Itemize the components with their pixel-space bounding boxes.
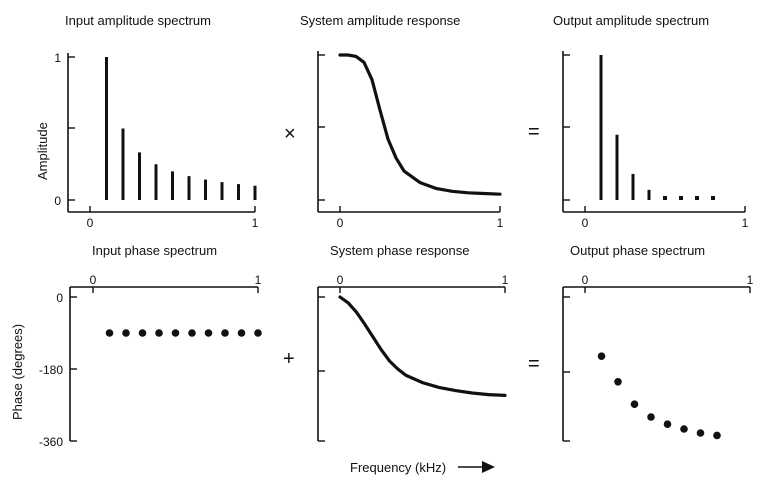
x-tick-label: 0 bbox=[582, 216, 589, 230]
x-tick-label: 0 bbox=[90, 273, 97, 287]
title-output-phase: Output phase spectrum bbox=[570, 243, 705, 258]
ylabel-phase: Phase (degrees) bbox=[10, 324, 25, 420]
title-output-amplitude: Output amplitude spectrum bbox=[553, 13, 709, 28]
x-tick-label: 1 bbox=[252, 216, 259, 230]
x-tick-label: 0 bbox=[337, 273, 344, 287]
data-point bbox=[713, 431, 721, 440]
data-point bbox=[630, 400, 639, 409]
bar bbox=[711, 196, 715, 200]
data-point bbox=[155, 329, 163, 337]
data-point bbox=[254, 329, 262, 337]
x-tick-label: 1 bbox=[502, 273, 509, 287]
data-point bbox=[204, 329, 213, 337]
title-input-amplitude: Input amplitude spectrum bbox=[65, 13, 211, 28]
x-tick-label: 1 bbox=[742, 216, 749, 230]
operator-equals-phase: = bbox=[528, 353, 540, 375]
data-point bbox=[105, 329, 114, 337]
arrow-head-icon bbox=[482, 461, 495, 473]
data-point bbox=[647, 413, 655, 421]
bar bbox=[695, 196, 699, 200]
operator-times: × bbox=[284, 123, 296, 145]
x-tick-label: 1 bbox=[747, 273, 754, 287]
data-point bbox=[221, 329, 229, 337]
x-tick-label: 0 bbox=[87, 216, 94, 230]
ylabel-amplitude: Amplitude bbox=[35, 122, 50, 180]
series-line bbox=[338, 295, 507, 397]
x-tick-label: 0 bbox=[337, 216, 344, 230]
data-point bbox=[614, 378, 622, 386]
title-system-phase: System phase response bbox=[330, 243, 469, 258]
operator-equals-amplitude: = bbox=[528, 121, 540, 143]
title-system-amplitude: System amplitude response bbox=[300, 13, 460, 28]
data-point bbox=[597, 352, 606, 361]
data-point bbox=[663, 420, 672, 429]
data-point bbox=[696, 429, 705, 437]
y-tick-label: -360 bbox=[39, 435, 63, 449]
y-tick-label: 1 bbox=[54, 51, 61, 65]
data-point bbox=[188, 329, 196, 337]
series-line bbox=[338, 53, 502, 196]
x-tick-label: 0 bbox=[582, 273, 589, 287]
data-point bbox=[171, 329, 180, 337]
data-point bbox=[237, 329, 246, 337]
y-tick-label: 0 bbox=[56, 291, 63, 305]
y-tick-label: -180 bbox=[39, 363, 63, 377]
bar bbox=[679, 196, 683, 200]
panel-in-phase: 0 1 0 -180 -360 bbox=[39, 273, 262, 449]
title-input-phase: Input phase spectrum bbox=[92, 243, 217, 258]
x-tick-label: 1 bbox=[255, 273, 262, 287]
data-point bbox=[122, 329, 130, 337]
panel-in-amp: 0 1 1 0 bbox=[54, 51, 258, 230]
operator-plus: + bbox=[283, 348, 295, 370]
bar bbox=[663, 196, 667, 200]
data-point bbox=[138, 329, 147, 337]
data-point bbox=[680, 425, 688, 433]
y-tick-label: 0 bbox=[54, 194, 61, 208]
xlabel-frequency: Frequency (kHz) bbox=[350, 460, 446, 475]
x-tick-label: 1 bbox=[497, 216, 504, 230]
